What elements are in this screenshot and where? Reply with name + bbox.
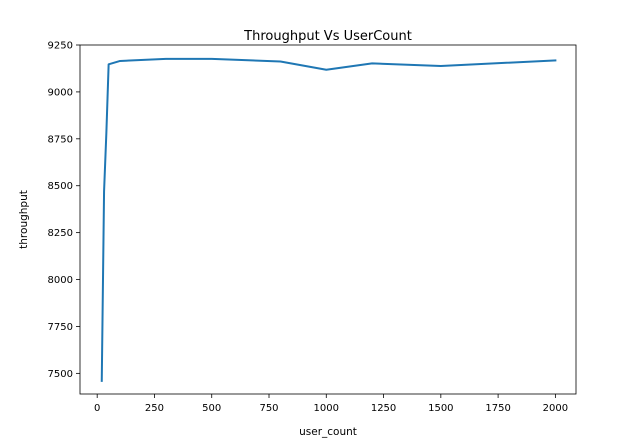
y-tick-label: 8500 xyxy=(48,181,73,192)
series-layer xyxy=(100,57,557,382)
plot-frame xyxy=(79,44,577,395)
y-tick-label: 7750 xyxy=(48,322,73,333)
y-tick-label: 7500 xyxy=(48,369,73,380)
y-axis-label: throughput xyxy=(18,190,30,249)
x-tick-label: 1000 xyxy=(314,403,339,414)
y-tick-label: 8750 xyxy=(48,134,73,145)
x-tick-label: 250 xyxy=(145,403,164,414)
y-tick-label: 8250 xyxy=(48,228,73,239)
chart-title: Throughput Vs UserCount xyxy=(243,29,412,44)
x-tick-label: 1250 xyxy=(371,403,396,414)
x-axis-ticks: 0 250 500 750 1000 1250 1500 1750 2000 xyxy=(94,394,568,414)
x-tick-label: 0 xyxy=(94,403,100,414)
x-tick-label: 2000 xyxy=(543,403,568,414)
y-tick-label: 9250 xyxy=(48,41,73,52)
series-line-0 xyxy=(100,57,557,382)
x-tick-label: 1500 xyxy=(428,403,453,414)
x-tick-label: 750 xyxy=(259,403,278,414)
y-axis-ticks: 7500 7750 8000 8250 8500 8750 9000 9250 xyxy=(48,41,80,380)
y-tick-label: 8000 xyxy=(48,275,73,286)
x-tick-label: 500 xyxy=(202,403,221,414)
y-tick-label: 9000 xyxy=(48,87,73,98)
x-tick-label: 1750 xyxy=(485,403,510,414)
x-axis-label: user_count xyxy=(299,426,357,438)
